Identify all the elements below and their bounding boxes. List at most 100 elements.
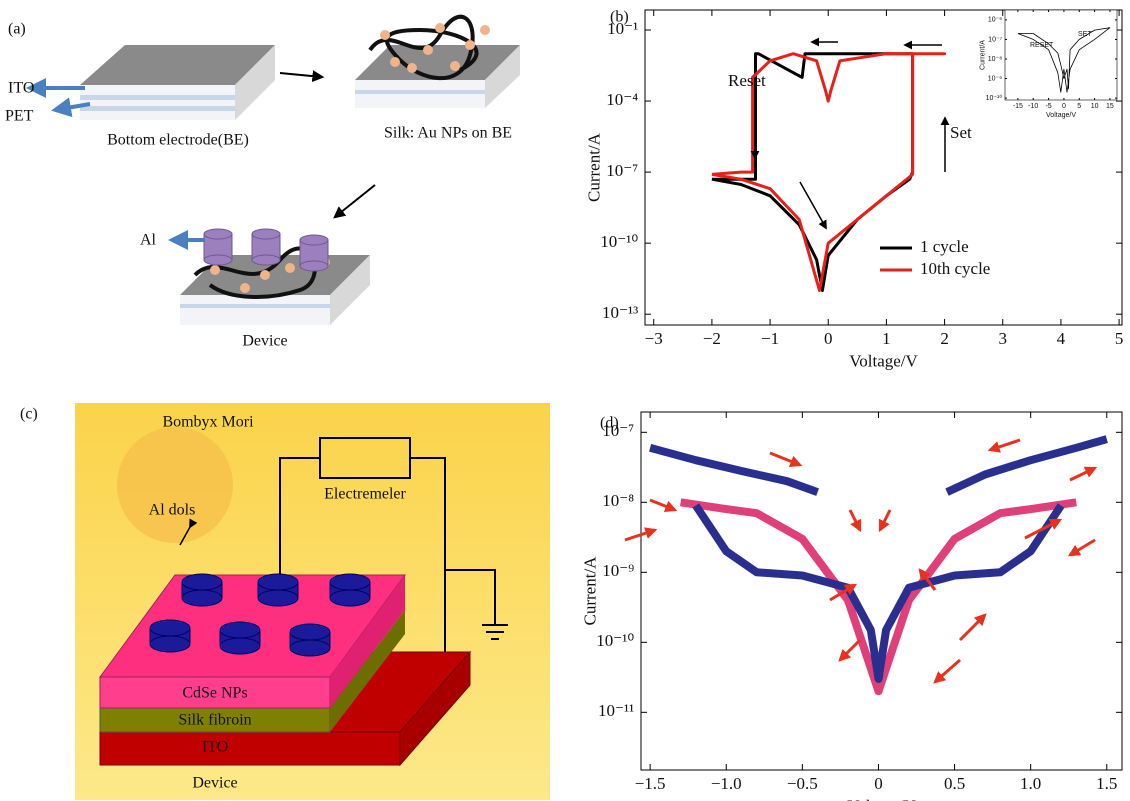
annotation: RESET	[1030, 42, 1054, 49]
x-tick-label: 1.5	[1096, 774, 1117, 793]
y-tick-label: 10⁻⁹	[988, 75, 1002, 82]
caption: Bottom electrode(BE)	[107, 132, 249, 149]
arrow	[279, 70, 325, 83]
series-line	[945, 435, 1108, 496]
y-tick-label: 10⁻⁴	[606, 90, 638, 109]
y-tick-label: 10⁻⁸	[602, 491, 634, 510]
chart: -15 -10 -5 0 5 10 15 10⁻⁶ 10⁻⁷ 10⁻⁸ 10⁻⁹ 10⁻¹⁰ Volta…	[979, 9, 1118, 119]
y-axis-label: Current/A	[585, 132, 604, 202]
y-tick-label: 10⁻¹⁰	[986, 94, 1003, 102]
x-tick-label: −0.5	[787, 774, 818, 793]
annotation: Set	[950, 123, 972, 142]
y-tick-label: 10⁻⁸	[988, 56, 1002, 63]
x-tick-label: 2	[940, 329, 949, 348]
caption: Electremeler	[324, 486, 406, 503]
arrow	[848, 509, 862, 533]
panel-c: (c) Bombyx Mori Al dols Electremeler	[20, 403, 550, 800]
y-tick-label: 10⁻⁷	[602, 421, 634, 440]
device-stack	[98, 573, 472, 767]
panel-a: (a) ITO PET Bottom electrode(BE) Silk: A…	[5, 14, 520, 350]
y-tick-label: 10⁻⁷	[988, 36, 1002, 43]
caption: Silk: Au NPs on BE	[384, 125, 512, 142]
panel-label: (a)	[8, 21, 26, 38]
x-tick-label: 0	[874, 774, 883, 793]
arrow	[1024, 518, 1063, 540]
x-tick-label: 10	[1091, 103, 1099, 110]
arrow	[878, 509, 892, 533]
x-tick-label: -10	[1028, 103, 1038, 110]
x-tick-label: 5	[1115, 329, 1124, 348]
x-tick-label: 1.0	[1020, 774, 1041, 793]
arrow	[769, 451, 803, 468]
silk-slab	[355, 14, 520, 108]
arrow	[333, 184, 376, 219]
caption: Al dols	[149, 502, 196, 519]
arrow	[51, 97, 91, 118]
arrow	[1067, 538, 1096, 557]
arrow	[918, 568, 937, 591]
y-axis-label: Current/A	[581, 556, 600, 626]
x-tick-label: −1.5	[635, 774, 666, 793]
layer-label: Silk fibroin	[178, 712, 251, 729]
panel-label: (c)	[20, 406, 38, 423]
series-line	[711, 52, 947, 292]
panel-label: (d)	[600, 415, 619, 432]
y-tick-label: 10⁻¹⁰	[600, 232, 638, 251]
arrow	[624, 527, 658, 542]
y-tick-label: 10⁻⁷	[606, 161, 638, 180]
arrow	[649, 498, 678, 513]
device-slab	[180, 228, 370, 325]
x-tick-label: 3	[999, 329, 1008, 348]
x-tick-label: −1.0	[711, 774, 742, 793]
plot-frame	[644, 9, 1123, 326]
arrow	[958, 613, 987, 642]
panel-label: (b)	[610, 9, 629, 26]
x-tick-label: 4	[1057, 329, 1066, 348]
x-tick-label: -5	[1045, 103, 1051, 110]
x-tick-label: 15	[1106, 103, 1114, 110]
arrow	[933, 658, 961, 684]
y-axis-label: Current/A	[979, 40, 986, 70]
x-axis-label: Voltage/V	[849, 351, 918, 370]
y-tick-label: 10⁻⁶	[988, 17, 1002, 24]
layer-label: ITO	[8, 80, 34, 97]
arrow	[838, 638, 862, 662]
y-tick-label: 10⁻¹⁰	[596, 631, 634, 650]
y-tick-label: 10⁻¹³	[602, 303, 638, 322]
x-tick-label: 1	[882, 329, 891, 348]
x-tick-label: 0.5	[944, 774, 965, 793]
bottom-electrode-slab	[80, 45, 275, 120]
series-line	[680, 498, 1077, 696]
y-tick-label: 10⁻¹¹	[598, 701, 634, 720]
x-axis-label: Voltage/V	[1046, 112, 1076, 119]
arrow	[987, 438, 1021, 453]
layer-label: CdSe NPs	[182, 685, 247, 702]
y-tick-label: 10⁻¹	[607, 19, 638, 38]
caption: Bombyx Mori	[162, 414, 254, 431]
x-tick-label: 5	[1077, 103, 1081, 110]
arrow	[799, 181, 827, 230]
series-line	[649, 443, 819, 496]
layer-label: PET	[5, 108, 34, 125]
layer-label: Al	[140, 232, 157, 249]
x-axis-label: Voltage/V	[847, 796, 916, 801]
x-tick-label: 0	[1062, 103, 1066, 110]
x-tick-label: 0	[824, 329, 833, 348]
annotation: SET	[1078, 31, 1092, 38]
annotation: Reset	[728, 71, 766, 90]
plot-frame	[1004, 9, 1118, 101]
y-tick-label: 10⁻⁹	[602, 561, 634, 580]
caption: Device	[242, 333, 287, 350]
series-line	[1017, 27, 1111, 93]
x-tick-label: -15	[1013, 103, 1023, 110]
layer-label: ITO	[202, 739, 228, 756]
x-tick-label: −2	[703, 329, 721, 348]
x-tick-label: −1	[761, 329, 779, 348]
plot-frame	[640, 411, 1123, 771]
caption: Device	[192, 775, 237, 792]
series-line	[692, 503, 1065, 683]
x-tick-label: −3	[645, 329, 663, 348]
legend-label: 1 cycle	[920, 237, 969, 256]
legend-label: 10th cycle	[920, 259, 990, 278]
